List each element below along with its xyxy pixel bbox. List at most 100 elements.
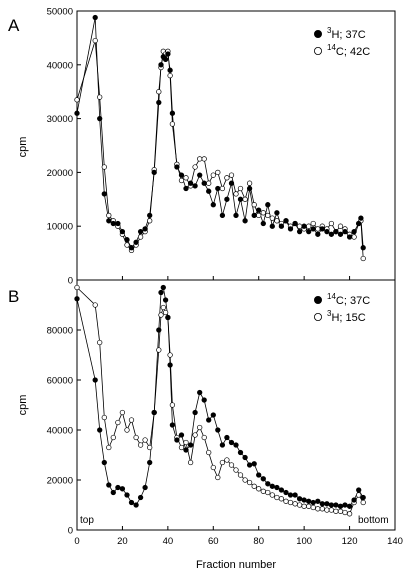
data-point — [296, 502, 303, 508]
data-point — [167, 352, 173, 358]
data-point — [342, 228, 348, 235]
data-point — [206, 188, 212, 194]
legend-isotope: 3 — [327, 26, 332, 35]
data-point — [274, 494, 280, 501]
series-line — [76, 286, 364, 507]
data-point — [142, 226, 148, 232]
data-point — [337, 503, 344, 509]
data-point — [228, 462, 235, 468]
legend: 3H; 37C 14C; 42C — [313, 26, 370, 58]
data-point — [206, 417, 212, 423]
data-point — [219, 442, 226, 448]
data-point — [156, 89, 162, 95]
data-point — [97, 427, 103, 433]
data-point — [251, 202, 257, 208]
data-point — [333, 502, 339, 508]
y-tick-label: 30000 — [47, 114, 73, 125]
legend-condition: H; 37C — [331, 29, 365, 41]
data-point — [124, 237, 130, 243]
data-point — [187, 459, 194, 466]
data-point — [351, 228, 357, 235]
data-point — [210, 412, 216, 418]
data-point — [315, 506, 321, 512]
data-point — [274, 210, 280, 216]
data-point — [319, 501, 325, 507]
data-point — [310, 499, 316, 506]
data-point — [192, 432, 198, 438]
data-point — [306, 498, 312, 504]
data-point — [265, 212, 271, 219]
y-tick-label: 60000 — [47, 376, 73, 387]
legend-item: 14C; 42C — [313, 43, 370, 58]
data-point — [242, 218, 248, 224]
data-point — [156, 99, 162, 106]
data-point — [346, 503, 353, 509]
data-point — [306, 228, 312, 235]
data-point — [110, 489, 116, 496]
data-point — [260, 488, 266, 494]
legend-item: 3H; 15C — [313, 309, 366, 324]
data-point — [219, 185, 226, 192]
data-point — [165, 314, 171, 321]
data-point — [74, 97, 80, 103]
legend-condition: H; 15C — [331, 312, 365, 324]
data-point — [162, 309, 169, 316]
x-tick-label: 40 — [163, 536, 174, 547]
data-point — [319, 506, 325, 512]
data-point — [233, 212, 239, 219]
data-point — [192, 164, 198, 170]
data-point — [201, 180, 207, 186]
data-point — [274, 484, 280, 491]
data-point — [301, 497, 307, 503]
series-layer — [74, 14, 366, 262]
data-point — [260, 210, 266, 216]
legend-marker-open — [313, 312, 322, 321]
data-point — [92, 37, 98, 44]
data-point — [128, 499, 135, 506]
data-point — [246, 462, 253, 468]
data-point — [124, 242, 130, 248]
legend-isotope: 3 — [327, 309, 332, 318]
legend-label: 3H; 37C — [327, 26, 366, 41]
data-point — [251, 483, 257, 489]
data-point — [156, 347, 162, 353]
data-point — [337, 231, 344, 237]
data-point — [97, 339, 103, 346]
data-point — [206, 180, 212, 186]
data-point — [292, 501, 298, 507]
data-point — [210, 464, 216, 471]
x-tick-label: 60 — [208, 536, 219, 547]
data-point — [296, 228, 303, 235]
data-point — [169, 121, 176, 127]
data-point — [287, 226, 294, 232]
panel-label: B — [8, 287, 19, 306]
data-point — [137, 442, 144, 448]
data-point — [233, 467, 239, 473]
data-point — [228, 439, 235, 446]
axis-ticks: 0 20000 40000 60000 80000 0 20 40 60 80 100 120 140 — [47, 326, 403, 548]
data-point — [224, 175, 230, 181]
data-point — [310, 220, 316, 227]
data-point — [310, 504, 316, 511]
data-point — [283, 498, 289, 504]
y-tick-label: 10000 — [47, 222, 73, 233]
data-point — [283, 218, 289, 224]
data-point — [233, 191, 239, 197]
data-point — [162, 56, 169, 63]
data-point — [178, 177, 185, 184]
x-tick-label: 20 — [117, 536, 128, 547]
data-point — [351, 234, 357, 240]
data-point — [251, 212, 257, 219]
data-point — [306, 223, 312, 229]
data-point — [292, 220, 298, 227]
data-point — [110, 434, 116, 441]
data-point — [183, 185, 189, 192]
legend-isotope: 14 — [327, 43, 336, 52]
data-point — [210, 172, 216, 178]
data-point — [224, 434, 230, 441]
plot-frame — [76, 279, 396, 531]
data-point — [269, 223, 275, 229]
data-point — [360, 255, 366, 262]
data-point — [360, 245, 366, 251]
